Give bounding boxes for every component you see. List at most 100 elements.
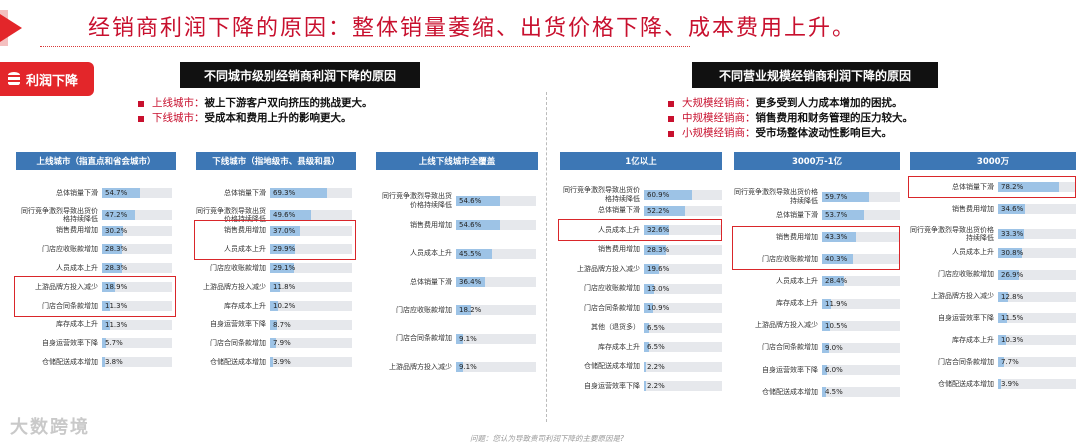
- chart-row: 门店合同条款增加 11.3%: [16, 300, 172, 311]
- category-label: 门店合同条款增加: [42, 301, 98, 310]
- chart-row: 库存成本上升 11.9%: [734, 298, 900, 309]
- bar-track: 2.2%: [644, 381, 722, 391]
- bar: [270, 319, 278, 330]
- bar: [456, 220, 500, 231]
- data-label: 30.2%: [105, 226, 128, 235]
- data-label: 37.0%: [273, 226, 296, 235]
- category-label: 上游品牌方投入减少: [931, 292, 994, 301]
- category-label: 同行竞争激烈导致出货价格持续降低: [563, 186, 640, 203]
- chart-row: 门店合同条款增加 7.7%: [910, 357, 1076, 368]
- category-label: 仓储配送成本增加: [42, 357, 98, 366]
- data-label: 10.3%: [1001, 336, 1024, 345]
- bar: [644, 303, 653, 313]
- bar-track: 11.3%: [102, 319, 172, 330]
- chart-row: 库存成本上升 10.2%: [196, 300, 352, 311]
- chart-panel: 上线下线城市全覆盖 同行竞争激烈导致出货价格持续降低 54.6% 销售费用增加 54.6…: [376, 152, 538, 372]
- data-label: 53.7%: [825, 211, 848, 220]
- bar: [270, 210, 311, 221]
- chart-row: 自身运营效率下降 5.7%: [16, 338, 172, 349]
- data-label: 2.2%: [647, 362, 665, 371]
- category-label: 人员成本上升: [776, 277, 818, 286]
- chart-row: 人员成本上升 28.3%: [16, 263, 172, 274]
- chart-row: 仓储配送成本增加 2.2%: [560, 361, 722, 372]
- category-label: 销售费用增加: [410, 221, 452, 230]
- chart-row: 上游品牌方投入减少 10.5%: [734, 320, 900, 331]
- bar-track: 19.6%: [644, 264, 722, 274]
- chart-row: 人员成本上升 45.5%: [376, 248, 536, 259]
- category-label: 仓储配送成本增加: [938, 379, 994, 388]
- category-label: 同行竞争激烈导致出货价格持续降低: [734, 188, 818, 205]
- chart-row: 总体销量下滑 36.4%: [376, 276, 536, 287]
- category-label: 人员成本上升: [952, 248, 994, 257]
- bar: [822, 320, 831, 331]
- chart-row: 门店应收账款增加 29.1%: [196, 263, 352, 274]
- category-label: 门店应收账款增加: [42, 245, 98, 254]
- data-label: 30.8%: [1001, 248, 1024, 257]
- chart-title: 上线下线城市全覆盖: [376, 152, 538, 170]
- data-label: 11.5%: [1001, 314, 1024, 323]
- bar: [998, 229, 1024, 240]
- category-label: 销售费用增加: [224, 226, 266, 235]
- data-label: 10.9%: [647, 304, 670, 312]
- bar: [456, 276, 486, 287]
- bar-track: 45.5%: [456, 248, 536, 259]
- data-label: 54.7%: [105, 189, 128, 197]
- bar: [644, 225, 670, 235]
- category-label: 门店应收账款增加: [762, 255, 818, 264]
- data-label: 60.9%: [647, 190, 670, 199]
- bullet-item: 小规模经销商： 受市场整体波动性影响巨大。: [668, 126, 913, 141]
- category-label: 门店应收账款增加: [938, 270, 994, 279]
- bar-track: 9.1%: [456, 333, 536, 344]
- bar: [998, 379, 1002, 390]
- chart-row: 仓储配送成本增加 3.9%: [196, 357, 352, 368]
- chart-row: 门店应收账款增加 40.3%: [734, 254, 900, 265]
- data-label: 18.9%: [105, 283, 128, 291]
- data-label: 28.3%: [647, 245, 670, 254]
- data-label: 11.9%: [825, 299, 848, 308]
- bullet-square-icon: [668, 100, 674, 107]
- chart-panel: 上线城市（指直点和省会城市） 总体销量下滑 54.7% 同行竞争激烈导致出货价格持续降…: [14, 152, 176, 368]
- bar-track: 12.8%: [998, 291, 1076, 302]
- data-label: 26.9%: [1001, 270, 1024, 279]
- bar-track: 6.5%: [644, 322, 722, 333]
- bar-track: 47.2%: [102, 210, 172, 221]
- chart-row: 其他（退货多） 6.5%: [560, 322, 722, 333]
- bar: [270, 357, 274, 368]
- bar: [102, 338, 106, 349]
- category-label: 销售费用增加: [952, 204, 994, 213]
- bar-track: 43.3%: [822, 232, 900, 243]
- bar-track: 26.9%: [998, 269, 1076, 280]
- chart-row: 上游品牌方投入减少 19.6%: [560, 264, 722, 274]
- bar: [644, 342, 650, 352]
- bar-track: 40.3%: [822, 254, 900, 265]
- category-label: 门店应收账款增加: [584, 284, 640, 293]
- category-label: 门店合同条款增加: [210, 339, 266, 348]
- bar: [998, 203, 1025, 214]
- bar: [822, 191, 869, 202]
- bar-track: 28.3%: [644, 244, 722, 255]
- bar: [644, 264, 660, 274]
- bar-track: 69.3%: [270, 188, 352, 198]
- data-label: 4.5%: [825, 387, 843, 396]
- category-label: 门店合同条款增加: [396, 334, 452, 343]
- bar-track: 7.9%: [270, 338, 352, 349]
- chart-row: 门店应收账款增加 26.9%: [910, 269, 1076, 280]
- bar: [822, 254, 854, 265]
- category-label: 上游品牌方投入减少: [203, 282, 266, 291]
- data-label: 9.1%: [459, 334, 477, 343]
- bar: [102, 225, 124, 236]
- title-bar: 经销商利润下降的原因：整体销量萎缩、出货价格下降、成本费用上升。: [0, 0, 1080, 56]
- chart-panel: 下线城市（指地级市、县级和县） 总体销量下滑 69.3% 同行竞争激烈导致出货价格持续…: [194, 152, 356, 368]
- category-label: 上游品牌方投入减少: [755, 321, 818, 330]
- data-label: 2.2%: [647, 382, 665, 390]
- chart-row: 人员成本上升 30.8%: [910, 247, 1076, 258]
- chart-row: 门店合同条款增加 9.0%: [734, 342, 900, 353]
- chart-row: 门店应收账款增加 18.2%: [376, 305, 536, 316]
- bar: [998, 335, 1007, 346]
- data-label: 54.6%: [459, 196, 482, 205]
- data-label: 28.4%: [825, 277, 848, 286]
- bar-track: 28.3%: [102, 244, 172, 255]
- data-label: 10.2%: [273, 301, 296, 310]
- bar-track: 7.7%: [998, 357, 1076, 368]
- data-label: 13.0%: [647, 284, 670, 293]
